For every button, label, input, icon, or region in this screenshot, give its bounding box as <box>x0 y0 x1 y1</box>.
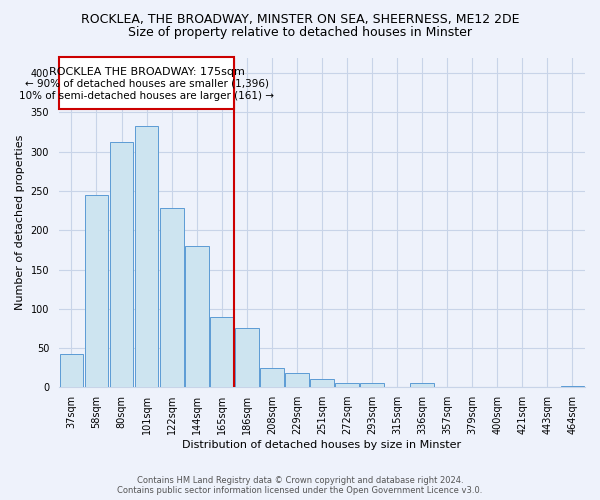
Bar <box>85 195 109 388</box>
FancyBboxPatch shape <box>59 58 234 108</box>
Text: 10% of semi-detached houses are larger (161) →: 10% of semi-detached houses are larger (… <box>19 92 274 102</box>
Bar <box>310 380 334 388</box>
Text: ROCKLEA THE BROADWAY: 175sqm: ROCKLEA THE BROADWAY: 175sqm <box>49 67 245 77</box>
Bar <box>210 316 233 388</box>
Text: ← 90% of detached houses are smaller (1,396): ← 90% of detached houses are smaller (1,… <box>25 78 269 88</box>
Bar <box>110 142 133 388</box>
Bar <box>285 373 309 388</box>
Bar <box>410 384 434 388</box>
Bar <box>360 384 384 388</box>
Bar <box>560 386 584 388</box>
X-axis label: Distribution of detached houses by size in Minster: Distribution of detached houses by size … <box>182 440 461 450</box>
Bar <box>235 328 259 388</box>
Bar <box>185 246 209 388</box>
Text: Size of property relative to detached houses in Minster: Size of property relative to detached ho… <box>128 26 472 39</box>
Bar <box>160 208 184 388</box>
Y-axis label: Number of detached properties: Number of detached properties <box>15 134 25 310</box>
Bar <box>134 126 158 388</box>
Text: Contains HM Land Registry data © Crown copyright and database right 2024.
Contai: Contains HM Land Registry data © Crown c… <box>118 476 482 495</box>
Bar <box>59 354 83 388</box>
Text: ROCKLEA, THE BROADWAY, MINSTER ON SEA, SHEERNESS, ME12 2DE: ROCKLEA, THE BROADWAY, MINSTER ON SEA, S… <box>81 12 519 26</box>
Bar <box>260 368 284 388</box>
Bar <box>335 384 359 388</box>
